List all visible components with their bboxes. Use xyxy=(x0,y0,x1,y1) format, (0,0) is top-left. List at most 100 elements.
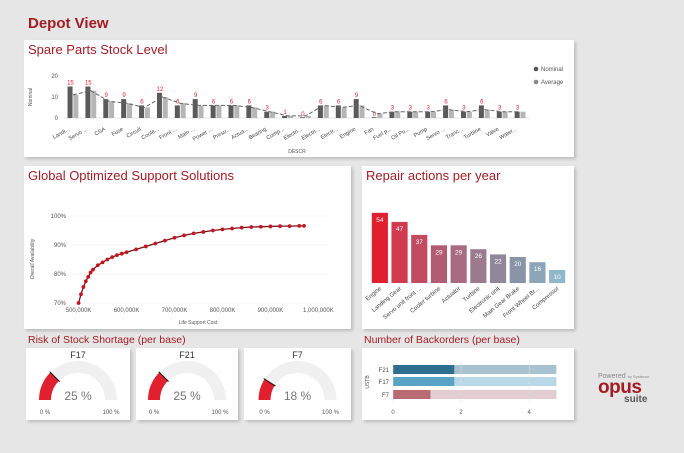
average-bar xyxy=(413,111,419,118)
y-tick-label: 70% xyxy=(54,301,67,307)
stock-level-title: Spare Parts Stock Level xyxy=(28,42,168,57)
gauge-title: F21 xyxy=(179,350,195,360)
nominal-data-label: 3 xyxy=(462,106,466,112)
nominal-data-label: 3 xyxy=(498,106,502,112)
data-point xyxy=(278,224,282,229)
nominal-data-label: 9 xyxy=(122,93,126,99)
nominal-bar xyxy=(425,111,431,118)
backorder-value-bar xyxy=(393,390,431,399)
nominal-data-label: 6 xyxy=(248,99,252,105)
backorder-total-bar xyxy=(393,377,557,386)
data-point xyxy=(79,292,83,297)
x-axis-label: Life Support Cost xyxy=(179,320,218,326)
nominal-bar xyxy=(317,105,323,118)
average-bar xyxy=(431,111,437,118)
category-label: Servo ... xyxy=(425,126,446,142)
x-tick-label: 600,000K xyxy=(114,308,140,314)
nominal-bar xyxy=(103,99,109,118)
repair-data-label: 16 xyxy=(534,266,542,273)
average-bar xyxy=(73,94,79,118)
gauge-min-label: 0 % xyxy=(40,410,51,416)
repair-data-label: 10 xyxy=(554,274,562,281)
repair-title: Repair actions per year xyxy=(366,168,501,183)
repair-data-label: 22 xyxy=(494,258,502,265)
average-bar xyxy=(395,111,401,118)
category-label: Fuse xyxy=(111,127,125,138)
x-tick-label: 1,000,000K xyxy=(303,308,334,314)
category-label: Presu... xyxy=(212,126,232,141)
logo-powered: Powered xyxy=(598,373,626,380)
availability-line xyxy=(77,225,305,304)
nominal-data-label: 6 xyxy=(212,99,216,105)
nominal-data-label: 9 xyxy=(105,93,109,99)
nominal-bar xyxy=(353,99,359,118)
category-label: Fuel p... xyxy=(372,126,393,142)
gauge-card-f17: F17 25 % 0 % 100 % xyxy=(26,348,130,420)
average-bar xyxy=(287,115,293,118)
data-point xyxy=(105,257,110,262)
average-bar xyxy=(502,111,508,118)
nominal-data-label: 15 xyxy=(85,81,92,87)
backorder-total-bar xyxy=(393,390,557,399)
nominal-bar xyxy=(85,86,91,118)
gauge-value: 18 % xyxy=(284,389,312,403)
gauge-title: F7 xyxy=(292,350,303,360)
gauge-fill xyxy=(148,372,168,400)
category-label: Servo ... xyxy=(68,126,89,142)
data-point xyxy=(220,227,225,232)
repair-data-label: 20 xyxy=(514,261,522,268)
y-axis-label: Overall Availability xyxy=(30,238,36,279)
data-point xyxy=(91,267,95,272)
nominal-bar xyxy=(192,99,198,118)
backorder-total-bar xyxy=(393,365,557,374)
average-bar xyxy=(466,111,472,118)
gauge-chart: 25 % 0 % 100 % xyxy=(39,361,120,416)
category-label: Circuit xyxy=(126,126,143,139)
gauge-card-f21: F21 25 % 0 % 100 % xyxy=(136,348,238,420)
stock-level-panel: Spare Parts Stock Level Nominal 20 10 0 15 La… xyxy=(24,40,574,157)
average-bar xyxy=(252,107,258,118)
data-point xyxy=(110,255,115,260)
average-bar xyxy=(216,105,222,118)
y-tick-label: 80% xyxy=(54,272,67,278)
data-point xyxy=(83,279,88,284)
nominal-data-label: 3 xyxy=(426,106,430,112)
repair-data-label: 54 xyxy=(376,217,384,224)
data-point xyxy=(297,223,302,228)
gauge-fill xyxy=(39,372,59,400)
repair-bar xyxy=(509,257,526,283)
data-point xyxy=(143,244,148,249)
gauge-value: 25 % xyxy=(173,389,201,403)
category-label: Tranc... xyxy=(445,126,465,141)
repair-bar xyxy=(470,249,487,283)
category-label: Comp... xyxy=(266,126,286,141)
backorder-value-bar xyxy=(393,365,455,374)
y-axis-label: Nominal xyxy=(28,88,34,106)
nominal-data-label: 3 xyxy=(265,106,269,112)
nominal-bar xyxy=(67,86,73,118)
nominal-bar xyxy=(156,92,162,118)
gauge-chart: 18 % 0 % 100 % xyxy=(258,360,340,416)
nominal-bar xyxy=(210,105,216,118)
category-label: Turbine xyxy=(463,127,482,142)
legend-nominal-marker xyxy=(533,66,539,72)
average-bar xyxy=(359,105,365,118)
data-point xyxy=(86,275,91,279)
data-point xyxy=(239,225,244,230)
gauge-needle xyxy=(49,371,60,382)
data-point xyxy=(210,228,215,233)
logo-suite: suite xyxy=(624,394,648,405)
average-bar xyxy=(484,109,490,118)
average-bar xyxy=(323,105,329,118)
x-tick-label: 900,000K xyxy=(258,308,284,314)
nominal-bar xyxy=(514,111,520,118)
category-label: Bearing xyxy=(248,127,268,142)
gauge-min-label: 0 % xyxy=(149,410,160,416)
gauge-track xyxy=(39,361,117,400)
nominal-data-label: 3 xyxy=(391,106,395,112)
category-label: Front ... xyxy=(159,126,179,141)
data-point xyxy=(172,235,177,240)
data-point xyxy=(76,301,81,305)
nominal-bar xyxy=(407,111,413,118)
